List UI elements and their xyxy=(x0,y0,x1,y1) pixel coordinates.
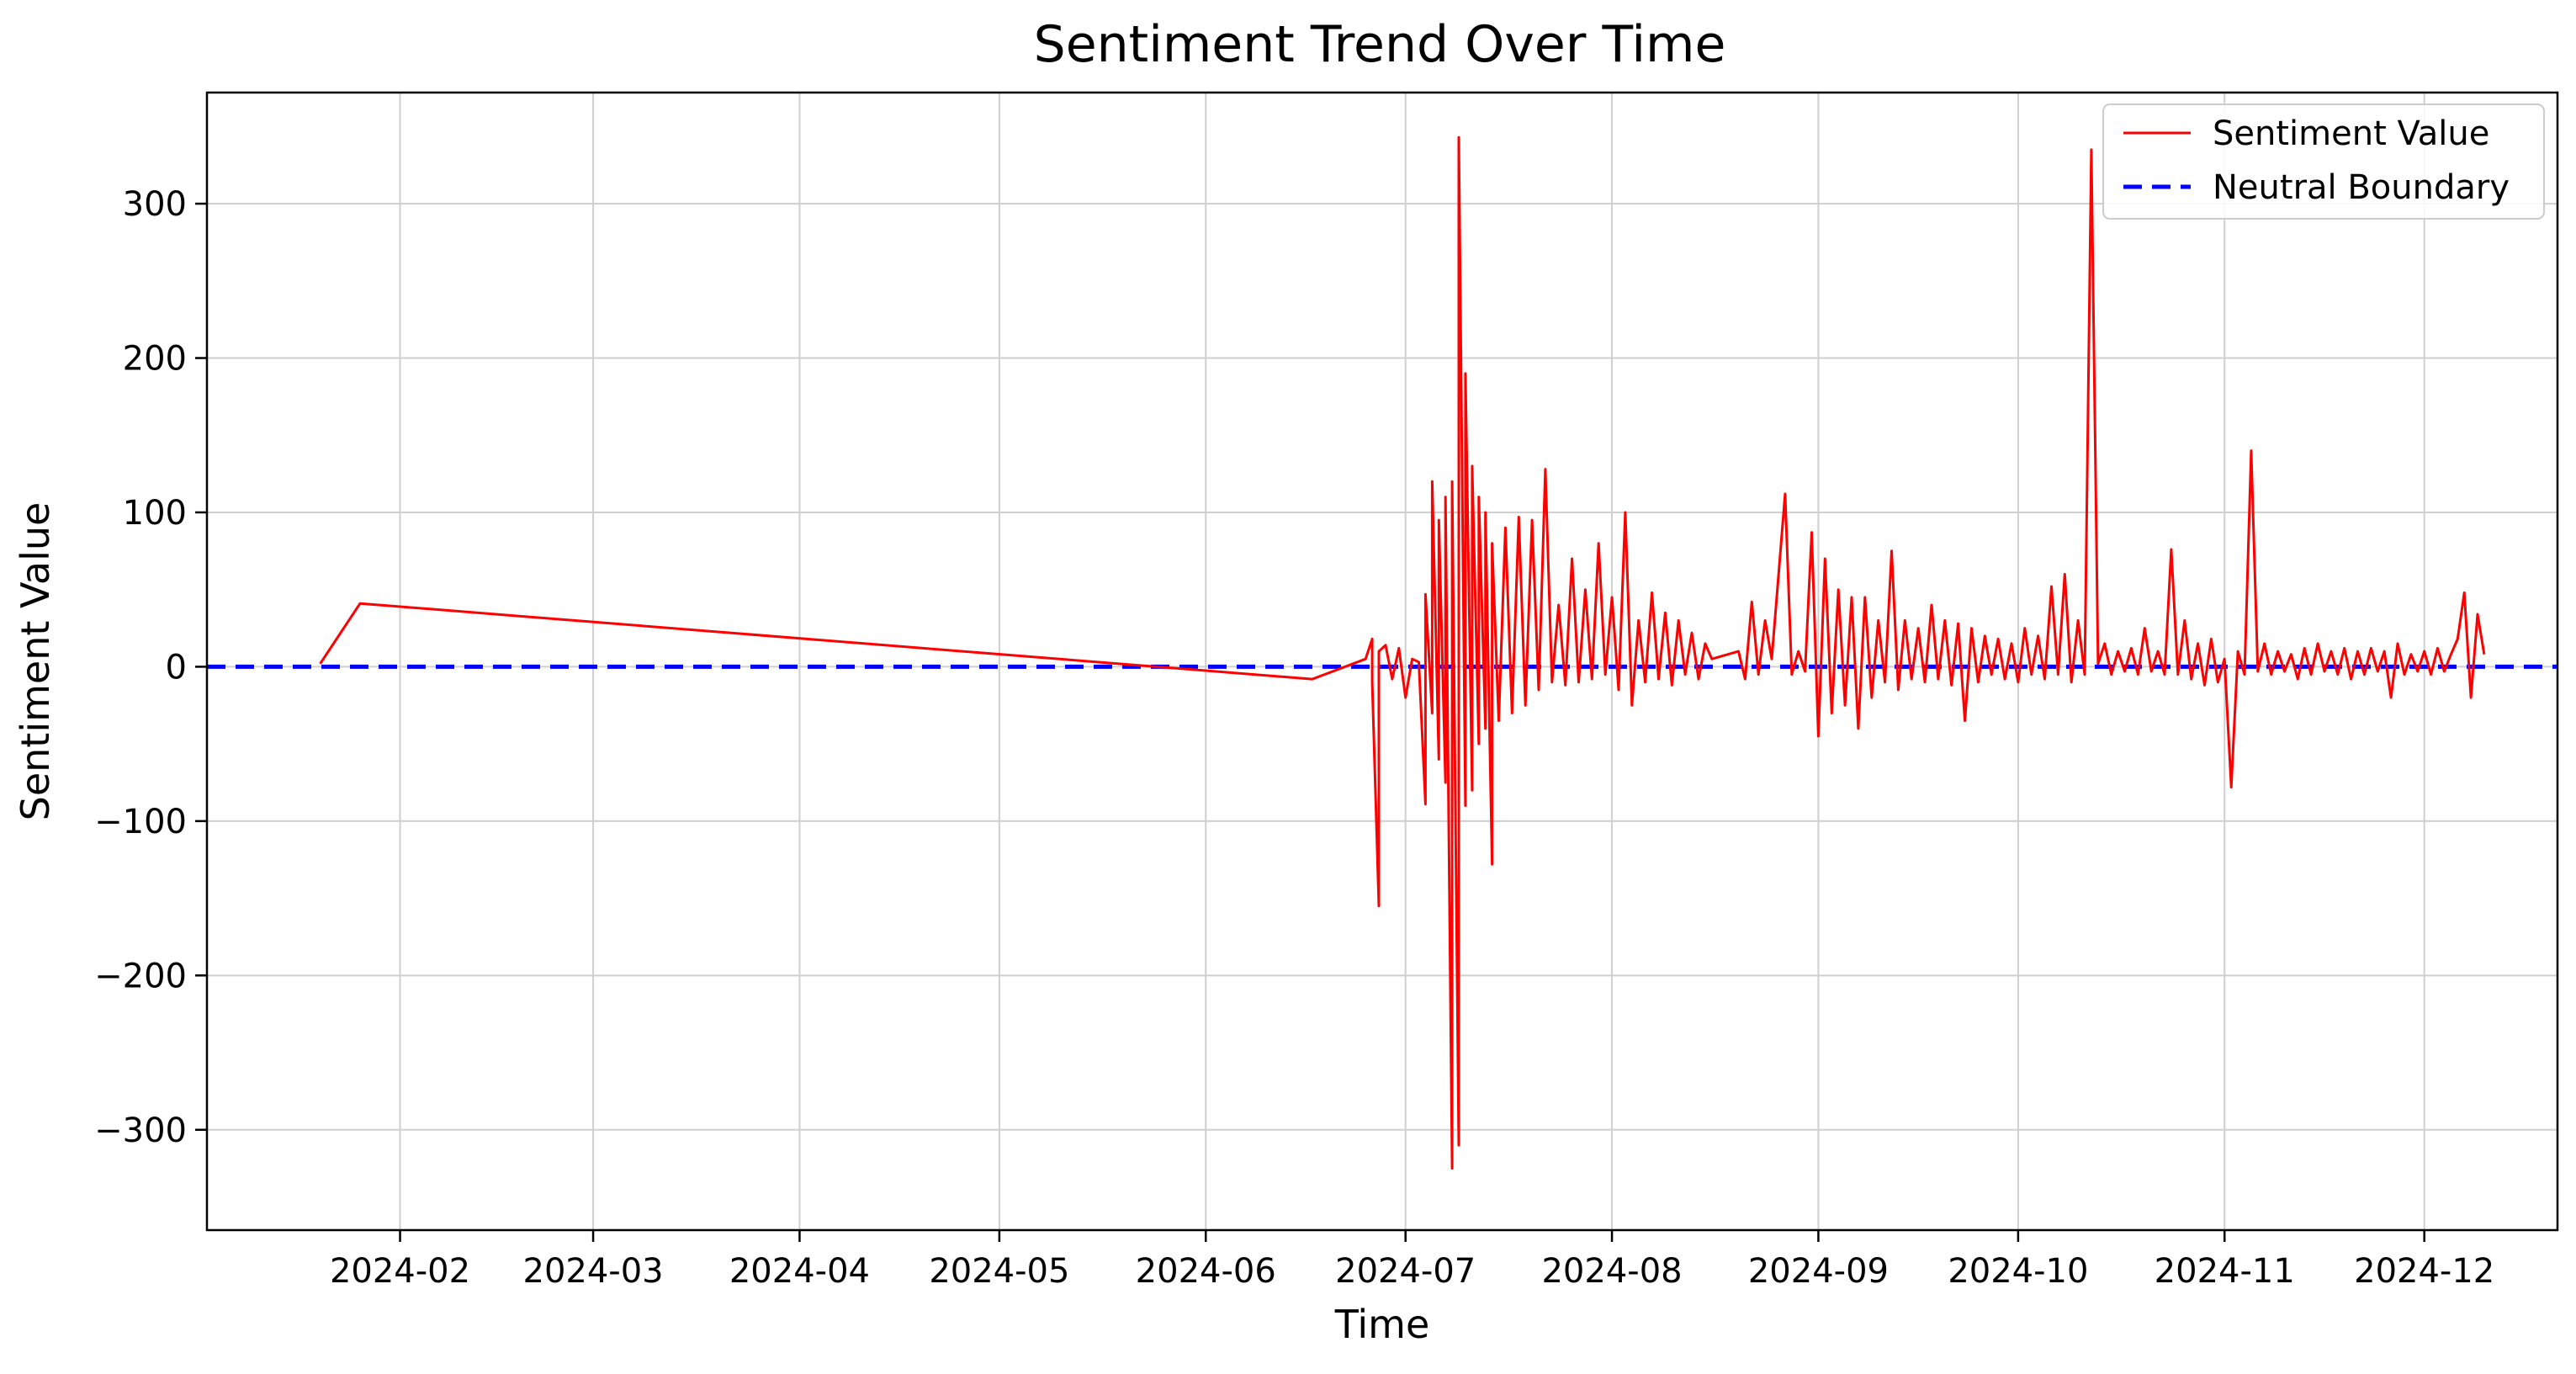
x-tick-label: 2024-07 xyxy=(1335,1252,1476,1291)
y-axis-label: Sentiment Value xyxy=(13,502,58,821)
y-tick-label: −300 xyxy=(94,1111,187,1150)
x-tick-label: 2024-04 xyxy=(729,1252,870,1291)
plot-area xyxy=(207,135,2557,1170)
y-tick-label: 0 xyxy=(166,648,187,687)
legend-label-neutral: Neutral Boundary xyxy=(2213,168,2510,207)
x-tick-label: 2024-06 xyxy=(1136,1252,1276,1291)
x-tick-label: 2024-05 xyxy=(929,1252,1069,1291)
x-tick-label: 2024-02 xyxy=(330,1252,470,1291)
x-tick-label: 2024-10 xyxy=(1948,1252,2088,1291)
y-tick-label: −100 xyxy=(94,803,187,841)
x-tick-label: 2024-03 xyxy=(523,1252,664,1291)
sentiment-value-line xyxy=(319,135,2486,1170)
plot-frame xyxy=(205,91,2559,1232)
chart-title: Sentiment Trend Over Time xyxy=(1034,15,1726,74)
x-axis-label: Time xyxy=(1334,1302,1430,1347)
legend-box xyxy=(2102,103,2545,220)
y-tick-label: 300 xyxy=(123,185,187,224)
x-tick-label: 2024-08 xyxy=(1541,1252,1682,1291)
x-tick-label: 2024-11 xyxy=(2155,1252,2295,1291)
y-tick-label: −200 xyxy=(94,957,187,995)
legend-label-sentiment: Sentiment Value xyxy=(2213,114,2489,153)
y-tick-label: 200 xyxy=(123,340,187,379)
x-tick-label: 2024-09 xyxy=(1748,1252,1889,1291)
legend: Sentiment Value Neutral Boundary xyxy=(2102,103,2545,220)
y-tick-label: 100 xyxy=(123,494,187,533)
x-tick-label: 2024-12 xyxy=(2354,1252,2494,1291)
y-axis-ticks: 300 200 100 0 −100 −200 −300 xyxy=(94,185,207,1150)
x-axis-ticks: 2024-02 2024-03 2024-04 2024-05 2024-06 2024-… xyxy=(330,1230,2494,1291)
grid-lines xyxy=(207,93,2557,1230)
